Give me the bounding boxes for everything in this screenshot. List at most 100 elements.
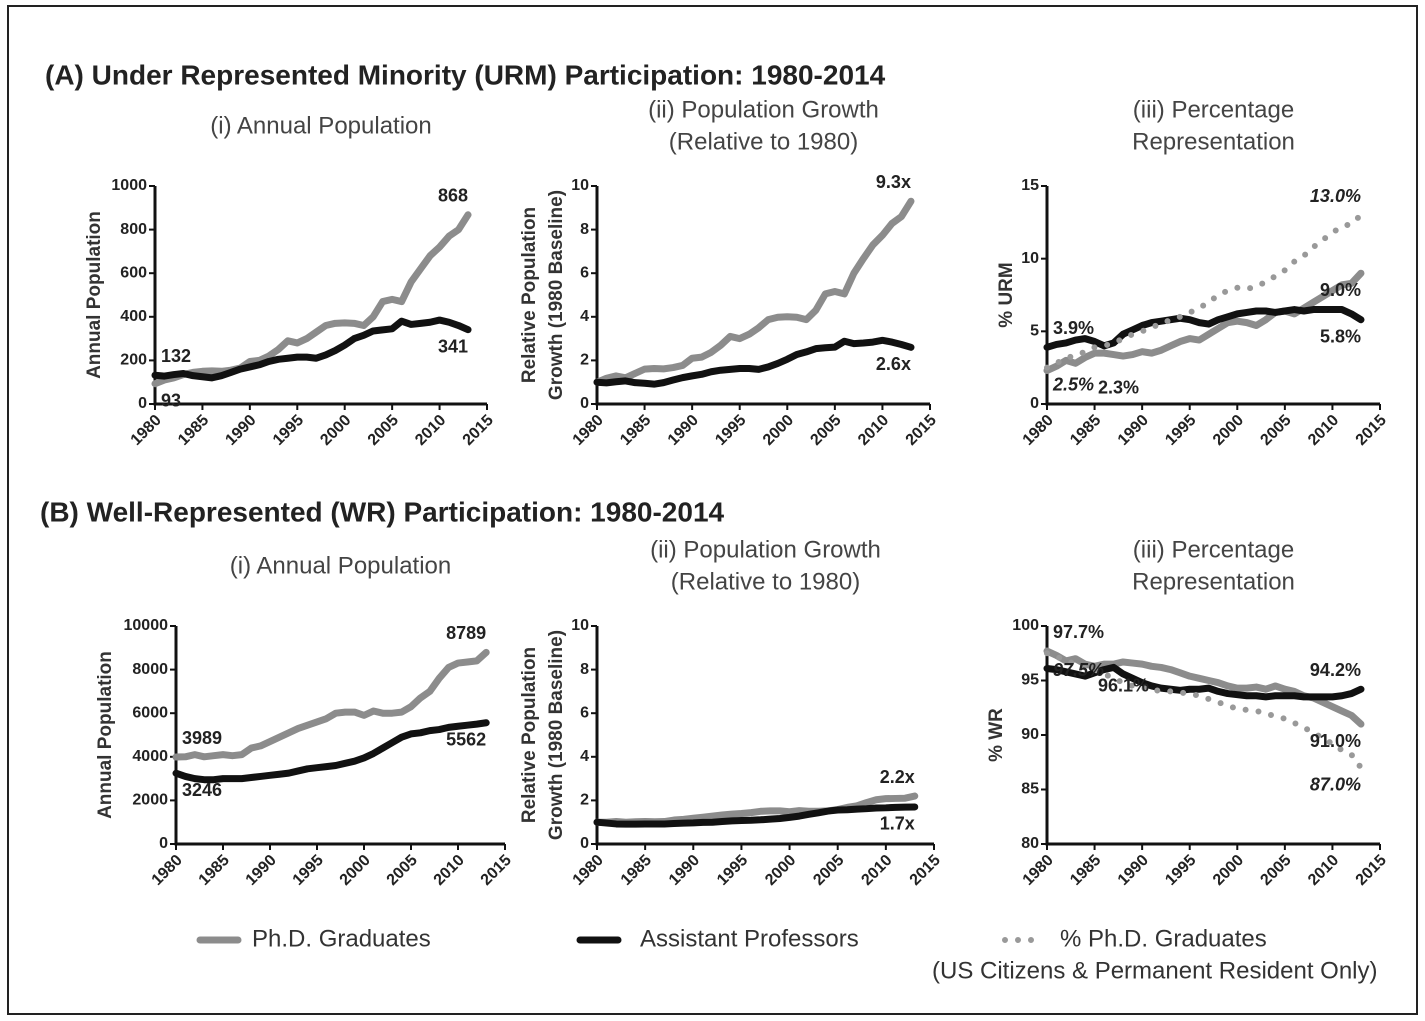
x-tick-label: 1990 — [665, 412, 702, 449]
y-tick-label: 4000 — [132, 748, 168, 765]
x-tick-label: 2005 — [807, 412, 844, 449]
x-tick-label: 2000 — [317, 412, 354, 449]
value-label: 3.9% — [1053, 318, 1094, 338]
x-tick-label: 1985 — [1067, 412, 1104, 449]
x-tick-label: 2015 — [460, 412, 497, 449]
y-axis-label: % URM — [996, 262, 1017, 327]
x-tick-label: 2000 — [1210, 412, 1247, 449]
x-tick-label: 2010 — [431, 852, 468, 889]
section-title: (A) Under Represented Minority (URM) Par… — [45, 59, 886, 90]
chart-title: (i) Annual Population — [210, 112, 431, 139]
x-tick-label: 2010 — [412, 412, 449, 449]
y-tick-label: 6 — [580, 264, 589, 281]
x-tick-label: 1990 — [1115, 412, 1152, 449]
value-label: 2.2x — [880, 767, 915, 787]
value-label: 132 — [161, 346, 191, 366]
y-tick-label: 90 — [1021, 726, 1039, 743]
chart-title: (ii) Population Growth — [648, 96, 879, 123]
x-tick-label: 1995 — [1162, 412, 1199, 449]
y-axis-label: % WR — [986, 708, 1007, 762]
y-tick-label: 95 — [1021, 672, 1039, 689]
chart-title: (ii) Population Growth — [650, 536, 881, 563]
x-tick-label: 2010 — [858, 852, 895, 889]
series-line — [172, 719, 490, 784]
x-tick-label: 1980 — [570, 412, 607, 449]
series-line — [593, 803, 919, 828]
value-label: 8789 — [446, 623, 486, 643]
chart-title: (Relative to 1980) — [671, 568, 860, 595]
y-tick-label: 4 — [580, 748, 589, 765]
x-tick-label: 2000 — [337, 852, 374, 889]
x-tick-label: 2000 — [1210, 852, 1247, 889]
series-line — [593, 336, 915, 388]
y-tick-label: 10 — [571, 177, 589, 194]
value-label: 868 — [438, 186, 468, 206]
x-tick-label: 1995 — [1162, 852, 1199, 889]
y-tick-label: 10 — [571, 617, 589, 634]
y-tick-label: 0 — [580, 395, 589, 412]
value-label: 87.0% — [1310, 774, 1361, 794]
y-axis-label: Growth (1980 Baseline) — [546, 190, 567, 400]
x-tick-label: 1990 — [222, 412, 259, 449]
x-tick-label: 1980 — [570, 852, 607, 889]
y-tick-label: 10 — [1021, 250, 1039, 267]
value-label: 93 — [161, 390, 181, 410]
value-label: 94.2% — [1310, 660, 1361, 680]
x-tick-label: 2000 — [760, 412, 797, 449]
y-tick-label: 8 — [580, 661, 589, 678]
y-axis-label: Relative Population — [519, 647, 540, 823]
y-tick-label: 10000 — [124, 617, 169, 634]
series-line — [1043, 663, 1365, 701]
x-tick-label: 2005 — [1257, 852, 1294, 889]
section-title: (B) Well-Represented (WR) Participation:… — [40, 496, 725, 527]
value-label: 91.0% — [1310, 731, 1361, 751]
frame — [7, 5, 1418, 1015]
series-line — [1043, 306, 1365, 351]
y-tick-label: 600 — [120, 264, 147, 281]
x-tick-label: 2010 — [855, 412, 892, 449]
chart-title: Representation — [1132, 568, 1295, 595]
chart-title: (iii) Percentage — [1133, 536, 1294, 563]
x-tick-label: 1980 — [1020, 412, 1057, 449]
y-tick-label: 100 — [1012, 617, 1039, 634]
value-label: 9.3x — [876, 172, 911, 192]
series-line — [1044, 650, 1364, 771]
y-tick-label: 6 — [580, 704, 589, 721]
value-label: 3246 — [182, 780, 222, 800]
series-line — [151, 211, 472, 388]
value-label: 5.8% — [1320, 326, 1361, 346]
axis-line — [174, 626, 505, 846]
x-tick-label: 2005 — [810, 852, 847, 889]
chart-title: (i) Annual Population — [230, 552, 451, 579]
x-tick-label: 2010 — [1305, 852, 1342, 889]
y-axis-label: Relative Population — [519, 207, 540, 383]
x-tick-label: 2015 — [478, 852, 515, 889]
value-label: 2.6x — [876, 354, 911, 374]
y-tick-label: 2 — [580, 792, 589, 809]
chart-title: (iii) Percentage — [1133, 96, 1294, 123]
value-label: 3989 — [182, 728, 222, 748]
y-tick-label: 6000 — [132, 704, 168, 721]
chart-title: (Relative to 1980) — [669, 128, 858, 155]
x-tick-label: 2015 — [907, 852, 944, 889]
value-label: 97.7% — [1053, 622, 1104, 642]
x-tick-label: 1985 — [196, 852, 233, 889]
series-line — [1043, 269, 1365, 375]
axis-line — [1045, 186, 1380, 406]
x-tick-label: 1985 — [1067, 852, 1104, 889]
y-tick-label: 1000 — [111, 177, 147, 194]
x-tick-label: 2005 — [365, 412, 402, 449]
x-tick-label: 1985 — [175, 412, 212, 449]
x-tick-label: 1990 — [1115, 852, 1152, 889]
value-label: 96.1% — [1098, 675, 1149, 695]
axis-line — [595, 626, 934, 846]
x-tick-label: 1990 — [243, 852, 280, 889]
x-tick-label: 2015 — [1353, 412, 1390, 449]
axis-line — [1045, 626, 1380, 846]
y-tick-label: 200 — [120, 352, 147, 369]
y-tick-label: 0 — [1030, 395, 1039, 412]
legend-label: % Ph.D. Graduates — [1060, 925, 1267, 952]
axis-line — [153, 186, 487, 406]
x-tick-label: 1995 — [714, 852, 751, 889]
